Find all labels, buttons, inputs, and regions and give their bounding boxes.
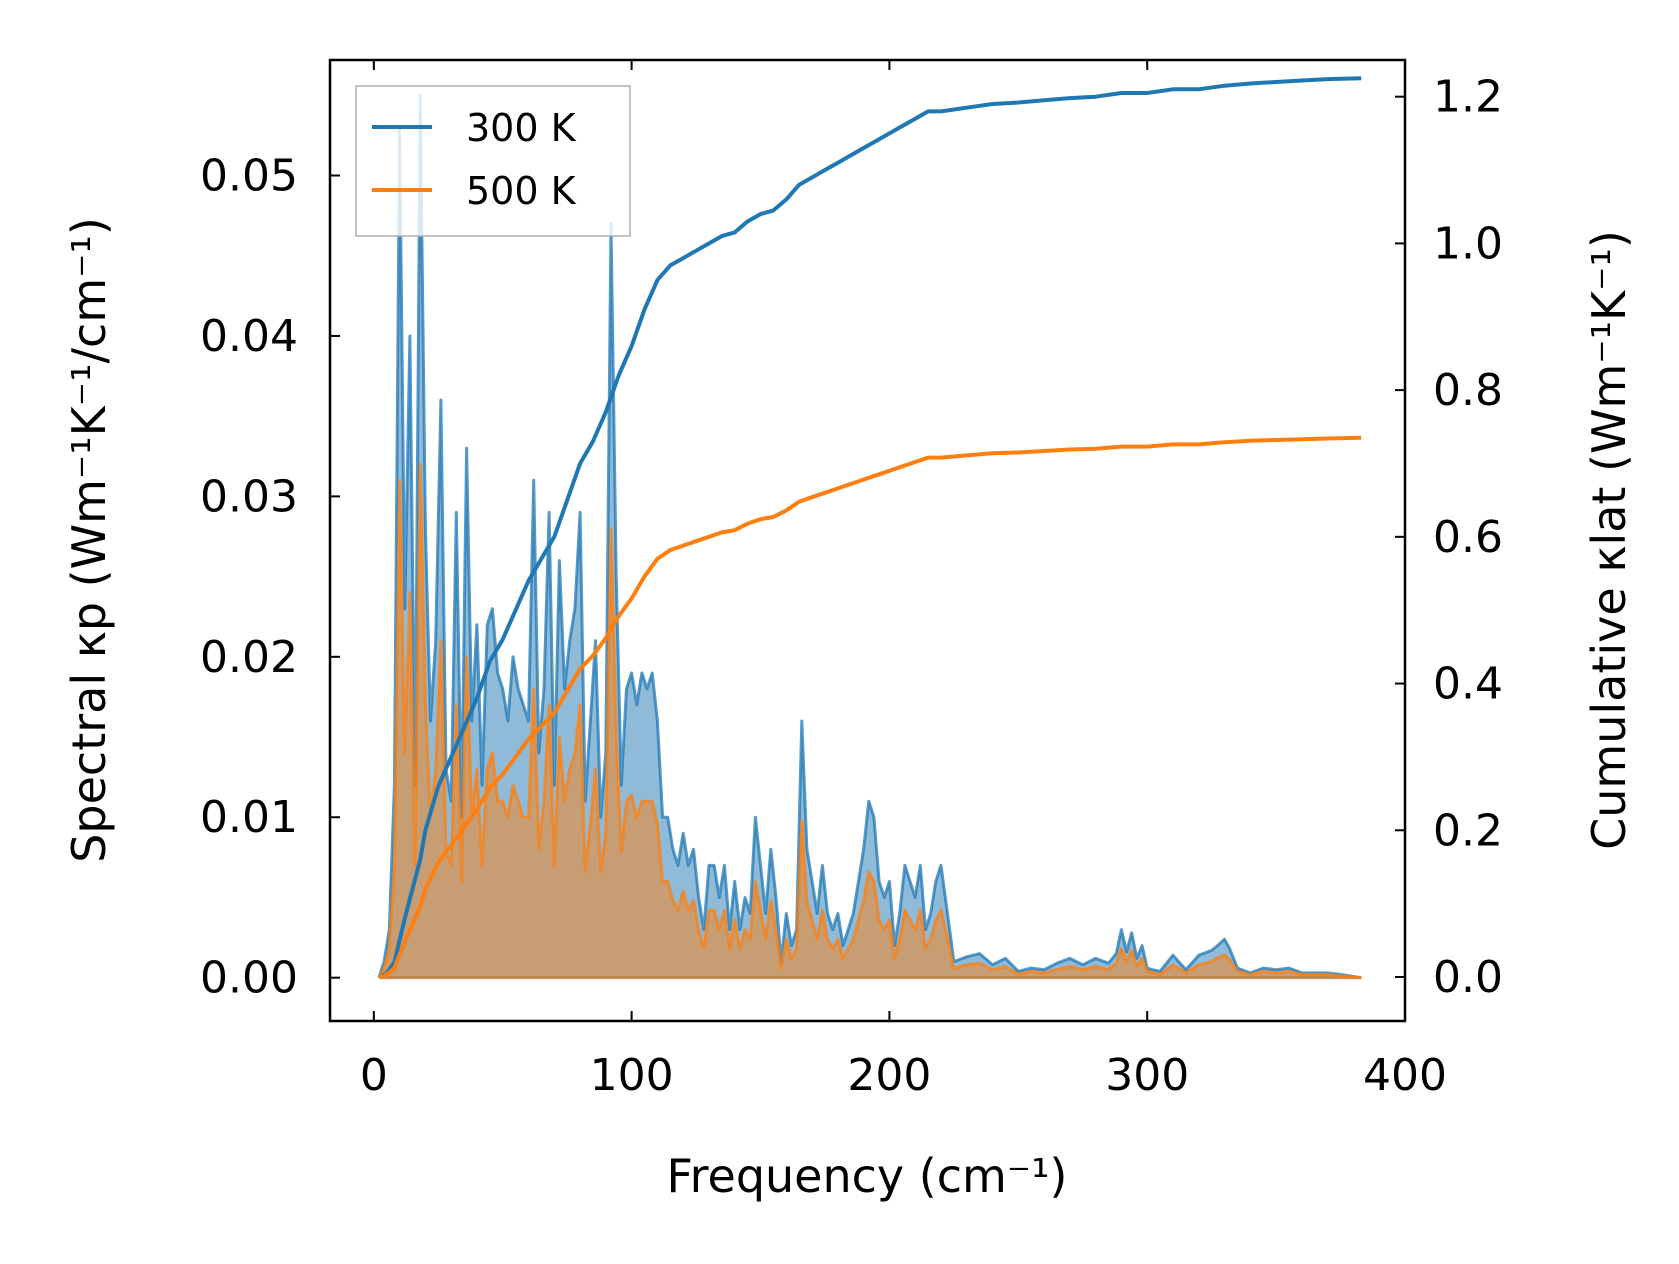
cumulative-line-500k — [378, 435, 1362, 979]
legend-frame — [355, 85, 631, 237]
y-right-tick-label: 0.0 — [1433, 952, 1503, 1003]
cumulative-line-300k — [378, 76, 1362, 979]
legend-label-300k: 300 K — [466, 106, 577, 150]
y-left-tick-label: 0.00 — [200, 953, 298, 1004]
spectral-line-group — [377, 93, 1362, 980]
x-tick-label: 100 — [590, 1050, 674, 1101]
plot-frame — [328, 58, 1407, 1023]
legend: 300 K 500 K — [355, 85, 631, 237]
x-tick-label: 0 — [360, 1050, 388, 1101]
y-axis-right: 0.0 0.2 0.4 0.6 0.8 1.0 1.2 — [1395, 72, 1503, 1003]
x-axis-title: Frequency (cm⁻¹) — [667, 1149, 1068, 1203]
y-right-tick-label: 0.6 — [1433, 512, 1503, 563]
y-left-tick-label: 0.05 — [200, 151, 298, 202]
x-axis: 0 100 200 300 400 — [360, 60, 1447, 1101]
y-right-tick-label: 0.4 — [1433, 659, 1503, 710]
y-axis-right-title: Cumulative κlat (Wm⁻¹K⁻¹) — [1582, 230, 1636, 850]
y-left-tick-label: 0.04 — [200, 311, 298, 362]
y-axis-left: 0.00 0.01 0.02 0.03 0.04 0.05 — [200, 151, 340, 1004]
y-axis-left-title: Spectral κp (Wm⁻¹K⁻¹/cm⁻¹) — [62, 217, 116, 863]
y-left-tick-label: 0.02 — [200, 632, 298, 683]
spectral-line-500k — [377, 462, 1362, 980]
y-left-tick-label: 0.03 — [200, 471, 298, 522]
y-right-tick-label: 0.8 — [1433, 365, 1503, 416]
x-tick-label: 300 — [1105, 1050, 1189, 1101]
y-right-tick-label: 1.0 — [1433, 218, 1503, 269]
y-left-tick-label: 0.01 — [200, 792, 298, 843]
spectral-fill-group — [379, 95, 1362, 978]
spectral-line-300k — [377, 93, 1362, 980]
x-tick-label: 400 — [1363, 1050, 1447, 1101]
cumulative-line-group — [378, 76, 1362, 979]
y-right-tick-label: 0.2 — [1433, 805, 1503, 856]
legend-label-500k: 500 K — [466, 169, 577, 213]
spectral-fill-300k — [379, 95, 1362, 978]
spectral-fill-500k — [379, 464, 1362, 978]
y-right-tick-label: 1.2 — [1433, 72, 1503, 123]
x-tick-label: 200 — [847, 1050, 931, 1101]
